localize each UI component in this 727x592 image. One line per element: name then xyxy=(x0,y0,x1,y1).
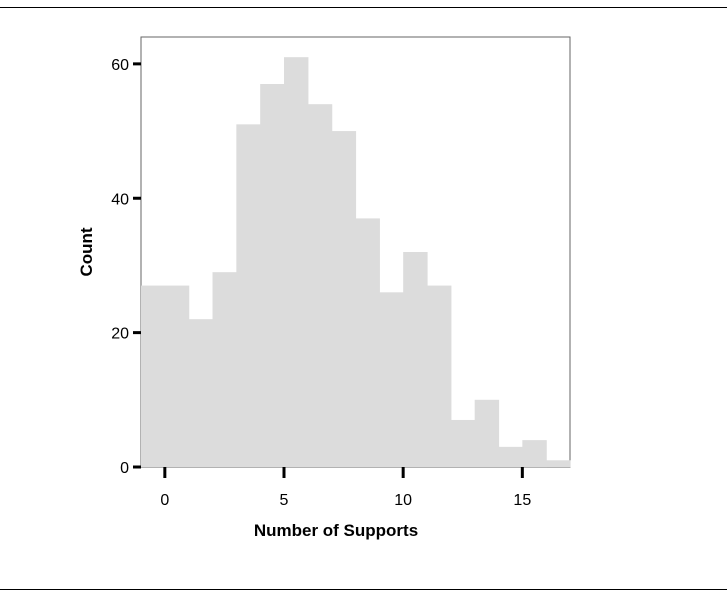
x-tick-label: 0 xyxy=(160,492,169,509)
histogram-bar xyxy=(450,419,476,467)
x-axis: 0 5 10 15 xyxy=(160,467,531,509)
histogram-bar xyxy=(260,84,285,467)
histogram-bar xyxy=(236,124,261,467)
x-tick-label: 15 xyxy=(513,492,531,509)
histogram-bar xyxy=(212,272,237,467)
histogram-bar xyxy=(403,252,428,467)
y-tick-label: 60 xyxy=(111,57,129,74)
histogram-bar xyxy=(355,218,380,467)
y-axis-title: Count xyxy=(77,227,96,276)
y-tick-label: 20 xyxy=(111,326,129,343)
bar-group xyxy=(141,57,571,468)
histogram-bar xyxy=(522,440,547,468)
histogram-bar xyxy=(498,446,523,467)
histogram-bar xyxy=(307,104,333,467)
histogram-bar xyxy=(284,57,309,467)
x-axis-title: Number of Supports xyxy=(254,521,418,540)
histogram-bar xyxy=(331,131,357,467)
y-tick-label: 40 xyxy=(111,191,129,208)
bottom-rule xyxy=(0,589,727,590)
histogram-bar xyxy=(141,285,166,467)
x-tick-label: 5 xyxy=(280,492,289,509)
y-axis: 0 20 40 60 xyxy=(111,57,141,477)
y-tick-label: 0 xyxy=(120,460,129,477)
x-tick-label: 10 xyxy=(394,492,412,509)
histogram-bar xyxy=(546,460,571,467)
histogram-bar xyxy=(164,285,190,467)
histogram-bar xyxy=(474,399,500,467)
top-rule xyxy=(0,7,727,8)
histogram-bar xyxy=(379,292,404,467)
histogram-bar xyxy=(188,319,214,467)
histogram-bar xyxy=(427,285,452,467)
